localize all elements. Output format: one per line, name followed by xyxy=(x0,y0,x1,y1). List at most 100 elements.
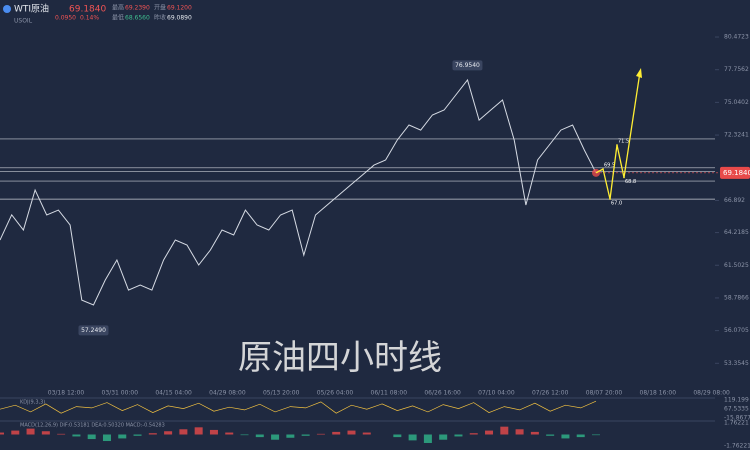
macd-bar xyxy=(530,431,539,435)
stat-label: 昨收 xyxy=(154,14,166,22)
projection-path xyxy=(595,71,641,200)
macd-bar xyxy=(485,430,494,435)
projection-label: 67.0 xyxy=(611,201,622,207)
macd-bar xyxy=(271,434,280,440)
macd-bar xyxy=(301,434,310,436)
projection-arrow xyxy=(636,68,642,78)
y-tick-label: 66.892 xyxy=(724,197,745,204)
x-tick-label: 07/26 12:00 xyxy=(532,390,569,397)
indicator-tick: -15.8677 xyxy=(724,415,750,422)
macd-bar xyxy=(332,431,341,435)
macd-bar xyxy=(515,429,524,435)
y-tick-label: 77.7562 xyxy=(724,66,749,73)
projection-label: 69.5 xyxy=(604,163,615,169)
price-badge xyxy=(452,60,483,71)
stat-label: 最高 xyxy=(112,4,124,12)
x-tick-label: 08/07 20:00 xyxy=(586,390,623,397)
price: 69.1840 xyxy=(69,5,106,15)
symbol[interactable]: WTI原油 xyxy=(14,3,49,15)
indicator-legend: KDJ(9,3,3) xyxy=(20,400,45,406)
macd-bar xyxy=(194,427,203,435)
y-tick-label: 53.3545 xyxy=(724,360,749,367)
x-tick-label: 07/10 04:00 xyxy=(478,390,515,397)
macd-bar xyxy=(423,434,432,443)
y-tick-label: 61.5025 xyxy=(724,262,749,269)
macd-bar xyxy=(41,431,50,435)
stat-value: 69.1200 xyxy=(167,5,192,12)
price-badge-label: 57.2490 xyxy=(81,327,106,334)
indicator-tick: 1.76221 xyxy=(724,420,749,427)
stat-value: 69.0890 xyxy=(167,15,192,22)
x-tick-label: 04/29 08:00 xyxy=(209,390,246,397)
x-tick-label: 04/15 04:00 xyxy=(155,390,192,397)
change: 0.0950 xyxy=(55,15,76,22)
y-tick-label: 75.0402 xyxy=(724,99,749,106)
macd-bar xyxy=(209,429,218,435)
projection-label: 68.8 xyxy=(625,179,636,185)
indicator-tick: -1.76221 xyxy=(724,443,750,450)
price-badge-label: 76.9540 xyxy=(455,62,480,69)
macd-bar xyxy=(133,434,142,436)
stat-label: 最低 xyxy=(112,14,124,22)
indicator-tick: 67.5335 xyxy=(724,406,749,413)
macd-bar xyxy=(240,434,249,436)
indicator-tick: 119.199 xyxy=(724,397,749,404)
macd-bar xyxy=(225,432,234,435)
macd-bar xyxy=(347,430,356,435)
x-tick-label: 03/18 12:00 xyxy=(48,390,85,397)
macd-bar xyxy=(393,434,402,438)
x-tick-label: 06/26 16:00 xyxy=(424,390,461,397)
x-tick-label: 05/26 04:00 xyxy=(317,390,354,397)
macd-bar xyxy=(11,430,20,435)
macd-bar xyxy=(118,434,127,439)
macd-bar xyxy=(546,434,555,436)
macd-bar xyxy=(439,434,448,440)
macd-bar xyxy=(316,433,325,435)
x-tick-label: 08/29 08:00 xyxy=(693,390,730,397)
y-tick-label: 64.2185 xyxy=(724,229,749,236)
watermark: 原油四小时线 xyxy=(238,338,442,378)
last-price-label: 69.1840 xyxy=(723,169,750,177)
macd-bar xyxy=(408,434,417,441)
macd-bar xyxy=(26,428,35,435)
y-tick-label: 58.7866 xyxy=(724,294,749,301)
macd-bar xyxy=(454,434,463,437)
price-line xyxy=(0,78,597,306)
macd-bar xyxy=(0,432,4,435)
macd-bar xyxy=(286,434,295,438)
macd-bar xyxy=(57,433,66,435)
macd-bar xyxy=(72,434,81,437)
stat-label: 开盘 xyxy=(154,4,166,12)
indicator-legend: MACD(12,26,9) DIF:0.53181 DEA:0.50320 MA… xyxy=(20,423,165,429)
y-tick-label: 56.0705 xyxy=(724,327,749,334)
y-tick-label: 72.3241 xyxy=(724,132,749,139)
x-tick-label: 03/31 00:00 xyxy=(102,390,139,397)
x-tick-label: 06/11 08:00 xyxy=(371,390,408,397)
macd-bar xyxy=(500,426,509,435)
change-pct: 0.14% xyxy=(80,15,99,22)
macd-bar xyxy=(592,434,600,436)
projection-label: 71.5 xyxy=(618,138,629,144)
x-tick-label: 08/18 16:00 xyxy=(640,390,677,397)
macd-bar xyxy=(255,434,264,438)
symbol-icon xyxy=(3,5,11,13)
macd-bar xyxy=(87,434,96,440)
price-badge xyxy=(78,325,109,336)
y-tick-label: 80.4723 xyxy=(724,34,749,41)
macd-bar xyxy=(576,434,585,438)
code: USOIL xyxy=(14,18,33,25)
last-price-tag xyxy=(720,166,750,179)
stat-value: 68.6560 xyxy=(125,15,150,22)
macd-bar xyxy=(164,431,173,435)
x-tick-label: 05/13 20:00 xyxy=(263,390,300,397)
kdj-line xyxy=(0,400,597,414)
macd-bar xyxy=(362,432,371,435)
macd-bar xyxy=(148,433,157,435)
stat-value: 69.2390 xyxy=(125,5,150,12)
macd-bar xyxy=(179,429,188,435)
macd-bar xyxy=(469,433,478,435)
macd-bar xyxy=(561,434,570,439)
